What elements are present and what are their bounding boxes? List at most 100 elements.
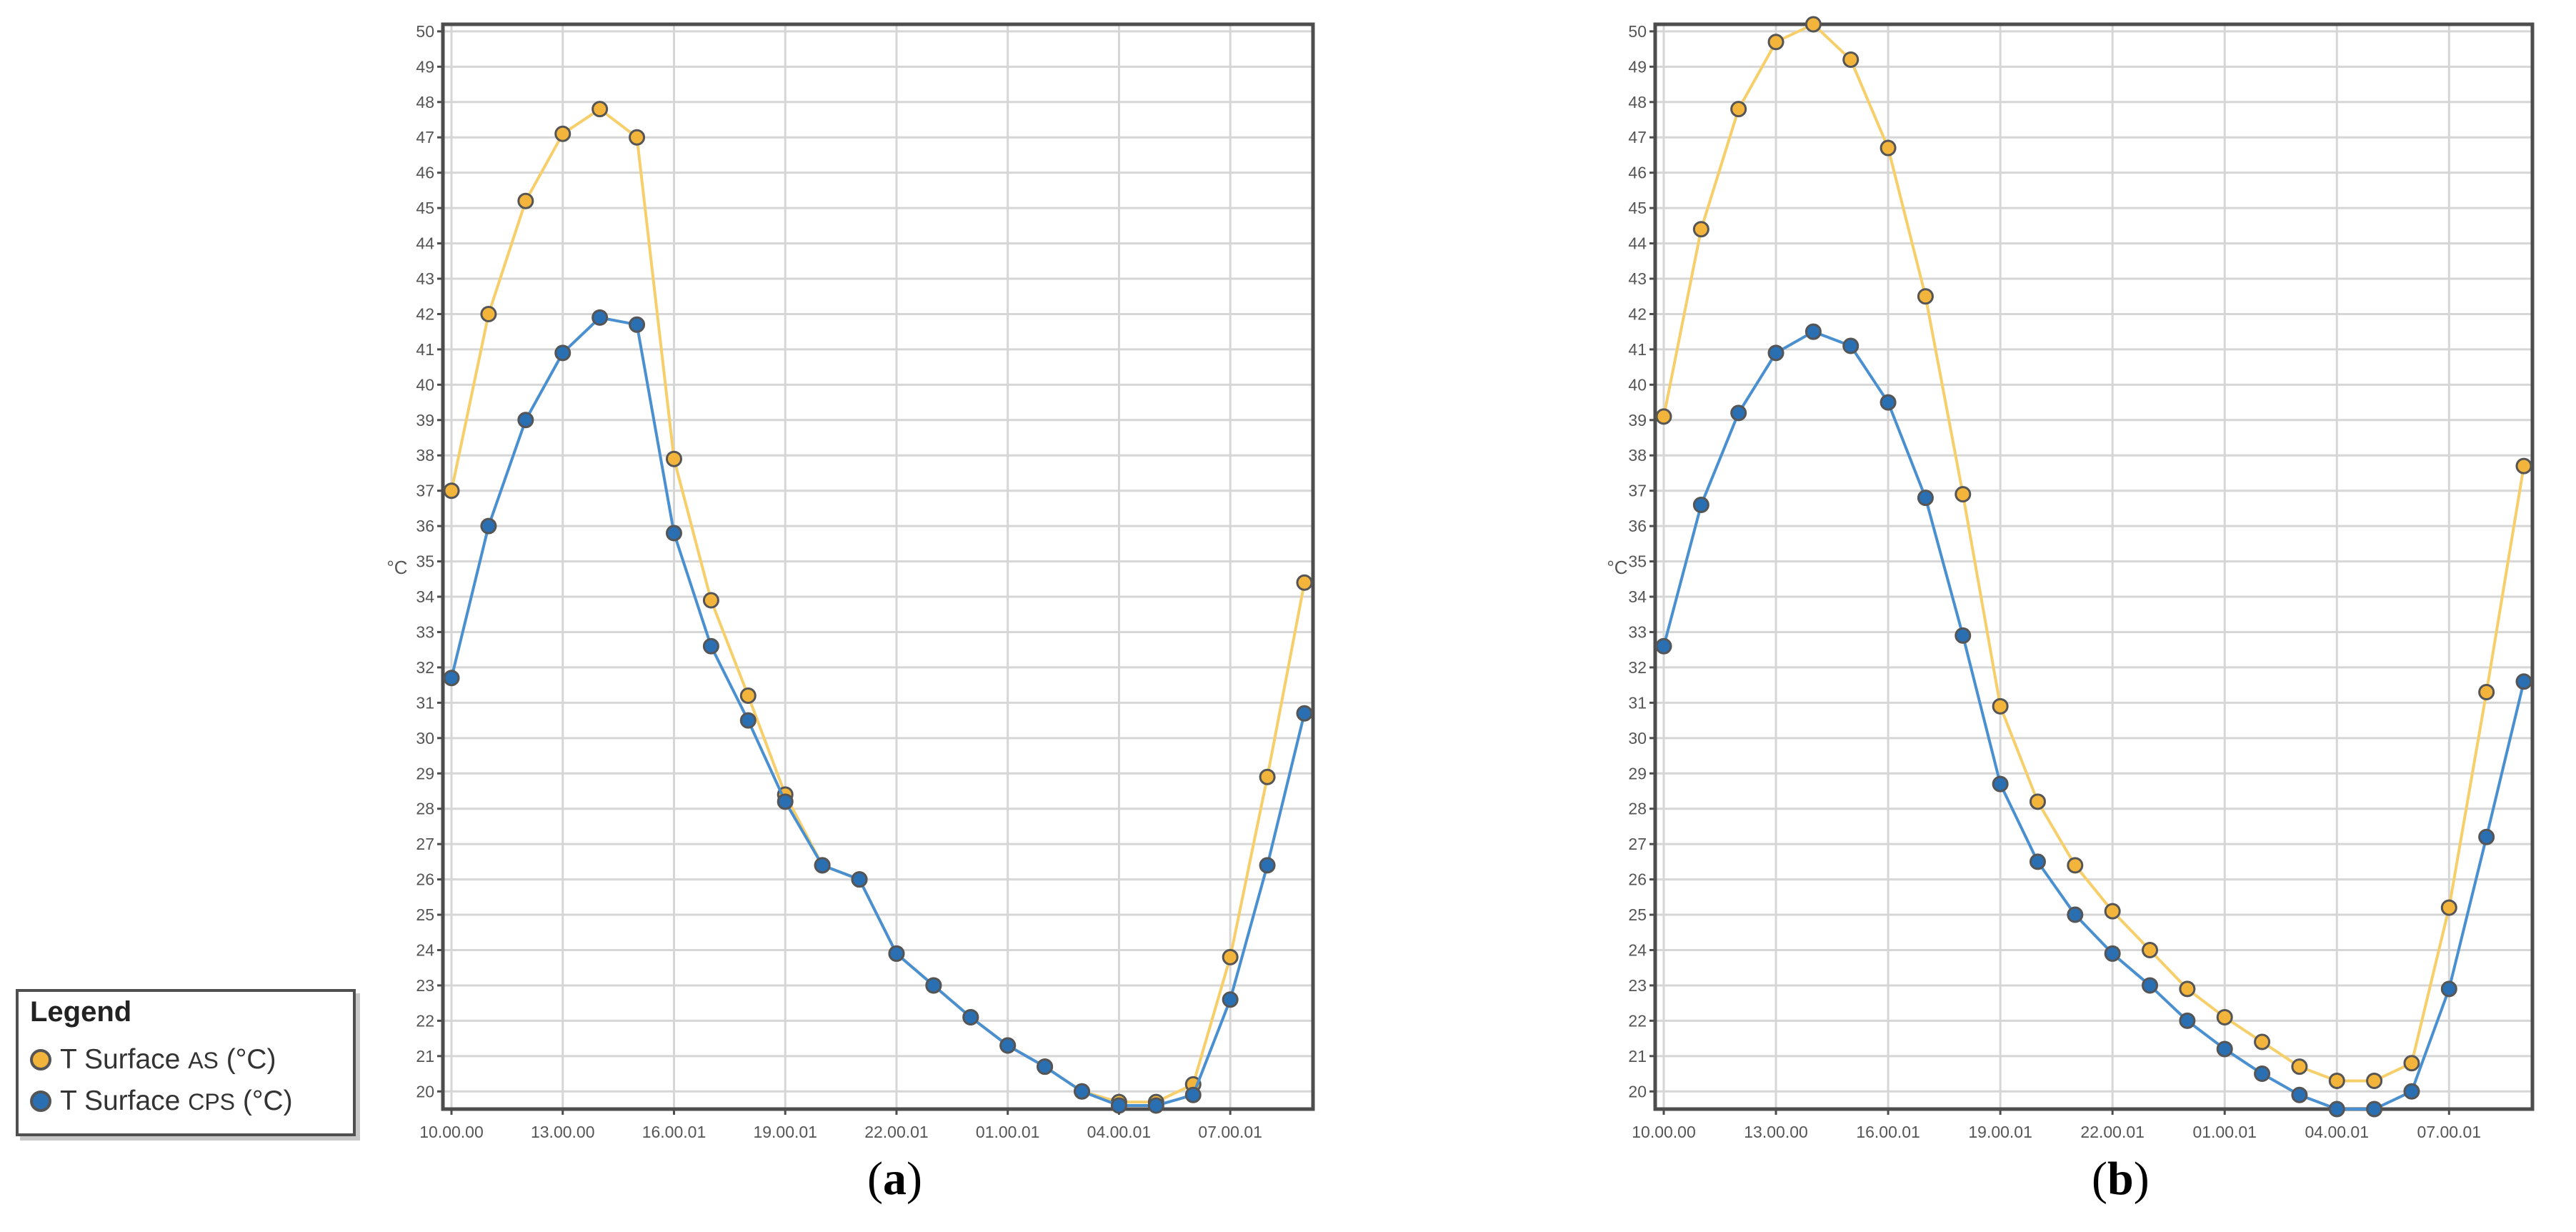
data-point-cps <box>999 1037 1017 1054</box>
data-point-cps <box>629 316 646 333</box>
y-tick-label: 34 <box>416 587 434 606</box>
panel-caption-a: (a) <box>867 1153 922 1205</box>
legend-item-cps: T Surface CPS (°C) <box>30 1083 293 1119</box>
data-point-cps <box>1110 1097 1127 1114</box>
y-tick-label: 32 <box>1628 658 1647 677</box>
data-point-as <box>443 482 460 500</box>
y-tick-label: 46 <box>1628 164 1647 182</box>
data-point-as <box>2366 1072 2383 1089</box>
data-point-cps <box>665 525 682 542</box>
y-axis-label: °C <box>386 557 407 578</box>
y-tick-label: 38 <box>1628 446 1647 465</box>
x-tick-label: 22.00.01 <box>2080 1123 2145 1141</box>
data-point-as <box>1730 101 1747 118</box>
y-tick-label: 40 <box>416 375 434 394</box>
legend-item-as: T Surface AS (°C) <box>30 1042 276 1078</box>
data-point-cps <box>2104 945 2121 962</box>
x-tick-label: 16.00.01 <box>642 1123 707 1141</box>
data-point-as <box>2216 1008 2233 1025</box>
y-tick-label: 21 <box>1628 1047 1647 1065</box>
data-point-as <box>517 192 534 209</box>
plot-frame <box>1653 22 2535 1111</box>
y-tick-label: 31 <box>1628 693 1647 712</box>
data-point-cps <box>2142 977 2159 994</box>
x-tick-label: 10.00.00 <box>1632 1123 1696 1141</box>
y-tick-label: 37 <box>416 482 434 500</box>
data-point-cps <box>2029 853 2046 870</box>
y-tick-label: 39 <box>416 411 434 429</box>
x-tick-label: 22.00.01 <box>864 1123 929 1141</box>
y-tick-label: 33 <box>1628 622 1647 641</box>
data-point-cps <box>888 945 905 962</box>
y-tick-label: 43 <box>416 269 434 288</box>
y-tick-label: 23 <box>416 976 434 995</box>
x-tick-label: 13.00.00 <box>531 1123 595 1141</box>
data-point-cps <box>1842 337 1859 354</box>
y-tick-label: 24 <box>416 940 434 959</box>
data-point-as <box>1804 16 1822 33</box>
data-point-cps <box>739 712 757 729</box>
data-point-as <box>2328 1072 2345 1089</box>
data-point-cps <box>1037 1058 1054 1075</box>
legend-marker-cps-icon <box>30 1091 51 1112</box>
data-point-as <box>1992 697 2009 715</box>
y-tick-label: 29 <box>1628 764 1647 783</box>
data-point-cps <box>2179 1012 2196 1029</box>
data-point-as <box>2440 899 2457 916</box>
data-point-cps <box>591 309 609 326</box>
data-point-cps <box>814 857 831 874</box>
y-tick-label: 24 <box>1628 940 1647 959</box>
y-tick-label: 41 <box>416 340 434 359</box>
y-tick-label: 20 <box>1628 1082 1647 1101</box>
data-point-cps <box>1692 496 1709 513</box>
x-tick-label: 07.00.01 <box>1198 1123 1262 1141</box>
y-axis-label: °C <box>1607 557 1627 578</box>
data-point-cps <box>2478 828 2495 845</box>
y-tick-label: 26 <box>416 870 434 889</box>
data-point-cps <box>925 977 942 994</box>
y-tick-label: 23 <box>1628 976 1647 995</box>
data-point-cps <box>2328 1101 2345 1118</box>
legend-label-as: T Surface AS (°C) <box>60 1044 276 1075</box>
y-tick-label: 27 <box>1628 835 1647 853</box>
x-tick-label: 01.00.01 <box>2192 1123 2257 1141</box>
data-point-cps <box>1767 344 1784 362</box>
y-tick-label: 47 <box>1628 128 1647 146</box>
data-point-cps <box>2067 906 2084 923</box>
y-tick-label: 49 <box>416 57 434 76</box>
data-point-cps <box>2515 673 2532 690</box>
legend-title: Legend <box>30 996 132 1028</box>
plot-background <box>443 24 1313 1109</box>
x-tick-label: 19.00.01 <box>1968 1123 2032 1141</box>
data-point-cps <box>480 517 497 535</box>
y-tick-label: 47 <box>416 128 434 146</box>
x-tick-label: 10.00.00 <box>419 1123 484 1141</box>
data-point-cps <box>517 412 534 429</box>
data-point-as <box>2403 1055 2420 1072</box>
data-point-cps <box>1955 627 1972 644</box>
x-tick-label: 04.00.01 <box>2305 1123 2369 1141</box>
data-point-as <box>2067 857 2084 874</box>
data-point-cps <box>1259 857 1276 874</box>
data-point-as <box>1842 51 1859 68</box>
data-point-cps <box>1730 404 1747 422</box>
y-tick-label: 41 <box>1628 340 1647 359</box>
y-tick-label: 32 <box>416 658 434 677</box>
y-tick-label: 35 <box>416 552 434 571</box>
data-point-cps <box>962 1008 979 1025</box>
x-tick-label: 13.00.00 <box>1744 1123 1808 1141</box>
y-tick-label: 22 <box>416 1011 434 1030</box>
data-point-cps <box>2216 1040 2233 1058</box>
data-point-as <box>554 125 571 142</box>
y-tick-label: 44 <box>416 234 434 253</box>
data-point-as <box>2029 793 2046 810</box>
data-point-cps <box>2440 980 2457 998</box>
y-tick-label: 39 <box>1628 411 1647 429</box>
data-point-as <box>629 129 646 146</box>
data-point-cps <box>851 871 868 888</box>
data-point-as <box>2515 457 2532 475</box>
data-point-as <box>1296 574 1313 591</box>
data-point-cps <box>1222 991 1239 1008</box>
data-point-as <box>2179 980 2196 998</box>
